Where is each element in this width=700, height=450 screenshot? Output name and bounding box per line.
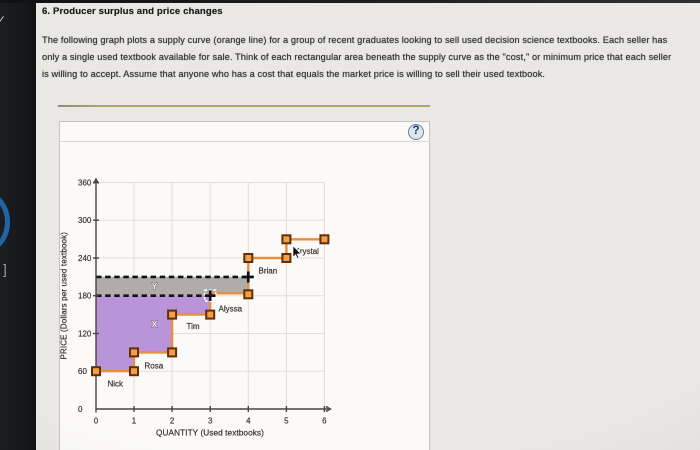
svg-text:Nick: Nick	[108, 380, 125, 389]
svg-text:0: 0	[78, 405, 83, 414]
svg-text:180: 180	[78, 292, 92, 301]
svg-text:60: 60	[78, 367, 87, 376]
svg-text:4: 4	[246, 417, 251, 426]
svg-text:Krystal: Krystal	[295, 247, 320, 256]
svg-text:QUANTITY (Used textbooks): QUANTITY (Used textbooks)	[156, 429, 264, 438]
svg-text:3: 3	[208, 417, 213, 426]
svg-text:300: 300	[78, 216, 92, 225]
svg-text:120: 120	[78, 329, 92, 338]
svg-text:0: 0	[94, 417, 99, 426]
svg-text:1: 1	[132, 417, 137, 426]
svg-text:Rosa: Rosa	[145, 362, 164, 371]
svg-text:Alyssa: Alyssa	[219, 305, 243, 314]
svg-text:Y: Y	[152, 281, 158, 291]
svg-text:5: 5	[284, 417, 289, 426]
svg-text:240: 240	[78, 254, 92, 263]
svg-text:2: 2	[170, 417, 175, 426]
svg-text:X: X	[152, 319, 158, 329]
svg-text:360: 360	[78, 178, 92, 187]
svg-text:PRICE (Dollars per used textbo: PRICE (Dollars per used textbook)	[60, 232, 69, 360]
svg-text:Tim: Tim	[187, 322, 200, 331]
svg-text:6: 6	[322, 417, 327, 426]
svg-text:Brian: Brian	[259, 267, 278, 276]
